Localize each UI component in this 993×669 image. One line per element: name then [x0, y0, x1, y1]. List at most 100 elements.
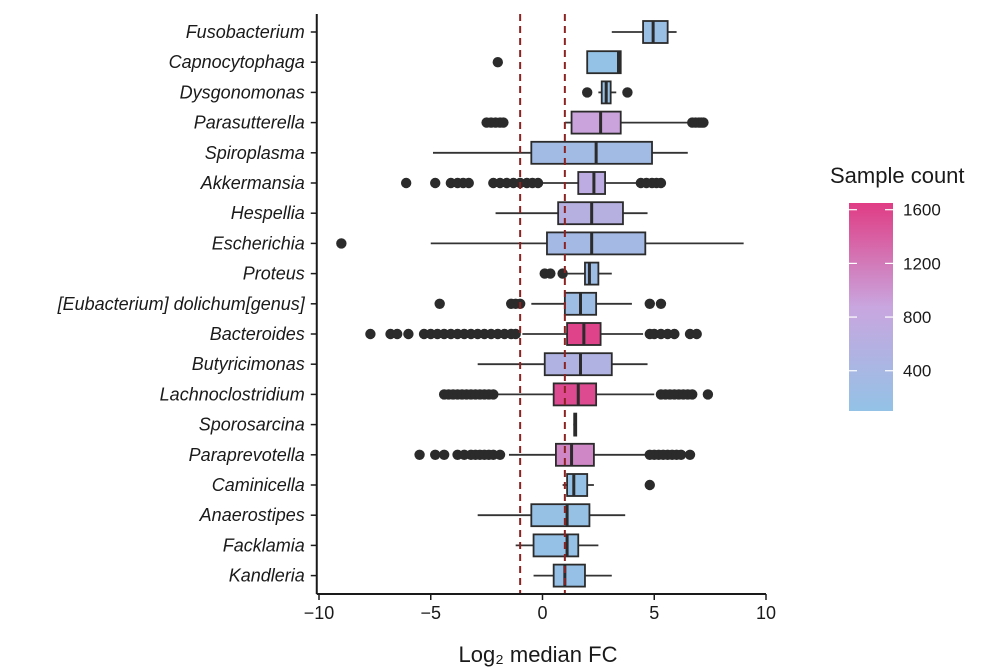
- outlier-point: [365, 328, 376, 340]
- box-row: [515, 533, 599, 558]
- box: [532, 533, 580, 558]
- box-row: [477, 352, 648, 377]
- y-tick-label: Bacteroides: [210, 324, 305, 344]
- y-tick-label: Dysgonomonas: [180, 82, 305, 102]
- x-tick-label: −5: [420, 603, 441, 623]
- y-tick-label: Spiroplasma: [205, 143, 305, 163]
- outlier-point: [438, 449, 450, 460]
- outlier-point: [669, 328, 680, 340]
- outlier-point: [494, 449, 506, 460]
- outlier-point: [644, 298, 655, 309]
- box-row: [492, 50, 622, 75]
- legend-tick-label: 400: [903, 362, 931, 381]
- outlier-point: [702, 389, 714, 400]
- x-tick-label: 10: [756, 603, 776, 623]
- legend-tick-label: 1200: [903, 254, 941, 273]
- y-tick-label: Hespellia: [231, 203, 305, 223]
- box-row: [477, 503, 626, 528]
- outlier-point: [336, 238, 347, 249]
- outlier-point: [430, 177, 441, 189]
- box: [570, 110, 622, 135]
- box-row: [481, 110, 709, 135]
- outlier-point: [492, 57, 503, 68]
- box: [552, 382, 598, 407]
- outlier-point: [400, 177, 412, 189]
- box-row: [438, 382, 714, 407]
- outlier-point: [545, 268, 556, 279]
- y-tick-label: Paraprevotella: [189, 445, 305, 465]
- box: [543, 352, 613, 377]
- box-row: [573, 412, 578, 437]
- y-tick-label: Proteus: [243, 264, 305, 284]
- outlier-point: [414, 449, 425, 460]
- outlier-point: [498, 117, 509, 128]
- outlier-point: [392, 328, 403, 340]
- outlier-point: [510, 328, 521, 340]
- box: [584, 261, 600, 286]
- outlier-point: [691, 328, 702, 340]
- y-tick-label: Kandleria: [229, 566, 305, 586]
- box: [552, 563, 586, 588]
- x-tick-label: −10: [304, 603, 335, 623]
- x-tick-label: 0: [537, 603, 547, 623]
- outlier-point: [698, 117, 709, 128]
- box: [566, 473, 589, 497]
- y-tick-label: Akkermansia: [200, 173, 305, 193]
- legend: Sample count 400 800 1200 1600: [830, 163, 965, 411]
- outlier-point: [488, 389, 499, 400]
- x-tick-label: 5: [649, 603, 659, 623]
- outlier-point: [622, 87, 633, 98]
- outlier-point: [557, 268, 568, 279]
- box-row: [495, 201, 648, 226]
- box-row: [539, 261, 612, 286]
- box-row: [562, 473, 655, 497]
- x-axis: −10 −5 0 5 10: [304, 14, 776, 623]
- box-row: [336, 231, 744, 256]
- y-tick-label: [Eubacterium] dolichum[genus]: [57, 294, 306, 314]
- outlier-point: [655, 298, 667, 309]
- box: [577, 171, 606, 195]
- outlier-point: [655, 177, 667, 189]
- box: [555, 442, 595, 467]
- box: [530, 503, 591, 528]
- box-row: [400, 171, 667, 195]
- box: [642, 20, 669, 44]
- box: [586, 50, 622, 75]
- outlier-point: [434, 298, 445, 309]
- y-tick-label: Lachnoclostridium: [160, 384, 305, 404]
- y-tick-label: Sporosarcina: [199, 415, 305, 435]
- y-tick-label: Anaerostipes: [199, 505, 305, 525]
- box-row: [365, 322, 702, 346]
- box-row: [432, 140, 688, 165]
- legend-tick-label: 1600: [903, 201, 941, 220]
- x-axis-label: Log₂ median FC: [459, 642, 618, 667]
- outlier-point: [684, 449, 696, 460]
- legend-colorbar: [849, 203, 893, 411]
- outlier-point: [644, 479, 655, 491]
- outlier-point: [582, 87, 593, 98]
- y-axis-labels: Fusobacterium Capnocytophaga Dysgonomonas P…: [57, 22, 317, 586]
- outlier-point: [430, 449, 441, 460]
- y-tick-label: Caminicella: [212, 475, 305, 495]
- box-row: [533, 563, 612, 588]
- plot-area: [336, 14, 744, 594]
- outlier-point: [463, 177, 474, 189]
- box-row: [611, 20, 677, 44]
- y-tick-label: Facklamia: [223, 535, 305, 555]
- box: [530, 140, 653, 165]
- box-row: [582, 80, 633, 105]
- y-tick-label: Escherichia: [212, 233, 305, 253]
- y-tick-label: Parasutterella: [194, 113, 305, 133]
- outlier-point: [675, 449, 687, 460]
- outlier-point: [532, 177, 544, 189]
- y-tick-label: Butyricimonas: [192, 354, 305, 374]
- outlier-point: [687, 389, 698, 400]
- box-row: [414, 442, 696, 467]
- box: [546, 231, 647, 256]
- box-row: [434, 291, 667, 316]
- legend-tick-label: 800: [903, 308, 931, 327]
- outlier-point: [403, 328, 414, 340]
- y-tick-label: Fusobacterium: [186, 22, 305, 42]
- legend-title: Sample count: [830, 163, 965, 188]
